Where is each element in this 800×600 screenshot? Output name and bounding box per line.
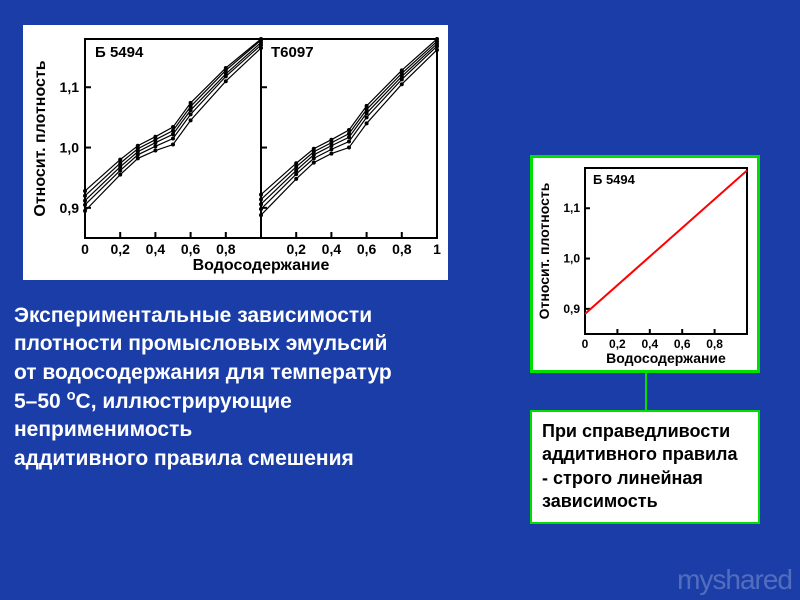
cap-l4-a: 5–50: [14, 390, 67, 413]
svg-text:1,0: 1,0: [563, 252, 580, 266]
svg-text:0,4: 0,4: [146, 241, 166, 257]
cap-l1: Экспериментальные зависимости: [14, 304, 372, 327]
svg-text:0,9: 0,9: [563, 302, 580, 316]
watermark: myshared: [677, 564, 792, 596]
rc-l2: аддитивного правила: [542, 444, 737, 464]
svg-text:0,4: 0,4: [641, 337, 658, 351]
svg-text:0,4: 0,4: [322, 241, 342, 257]
svg-text:0,6: 0,6: [674, 337, 691, 351]
rc-l3: строго линейная: [553, 468, 703, 488]
svg-text:Относит. плотность: Относит. плотность: [537, 182, 552, 319]
svg-text:Относит. плотность: Относит. плотность: [32, 60, 49, 216]
svg-text:Водосодержание: Водосодержание: [193, 257, 330, 274]
svg-text:0: 0: [81, 241, 89, 257]
svg-text:0,8: 0,8: [706, 337, 723, 351]
svg-text:Б 5494: Б 5494: [95, 44, 144, 61]
svg-text:Б 5494: Б 5494: [593, 172, 636, 187]
left-chart-svg: 0,9 1,0 1,1 Относит. плотность 0 0,2 0,2 0,4 0,4…: [29, 31, 442, 274]
cap-l3: от водосодержания для температур: [14, 361, 392, 384]
cap-l2: плотности промысловых эмульсий: [14, 332, 387, 355]
svg-text:Т6097: Т6097: [271, 44, 314, 61]
svg-text:0,6: 0,6: [357, 241, 377, 257]
right-caption-box: При справедливости аддитивного правила -…: [530, 410, 760, 524]
right-chart-svg: 0,9 1,0 1,1 Относит. плотность 0 0,2 0,4 0,6 0,8…: [537, 162, 753, 366]
svg-text:0,8: 0,8: [392, 241, 412, 257]
svg-text:1,0: 1,0: [60, 140, 80, 156]
left-chart-panel: 0,9 1,0 1,1 Относит. плотность 0 0,2 0,2 0,4 0,4…: [23, 25, 448, 280]
rc-l1: При справедливости: [542, 421, 730, 441]
rc-dash: -: [542, 468, 553, 488]
svg-text:0,2: 0,2: [110, 241, 130, 257]
cap-sup: о: [67, 388, 76, 404]
svg-text:0,6: 0,6: [181, 241, 201, 257]
svg-text:0: 0: [582, 337, 589, 351]
cap-l4-b: С, иллюстрирующие: [76, 390, 292, 413]
cap-l5: неприменимость: [14, 418, 192, 441]
svg-text:Водосодержание: Водосодержание: [606, 350, 726, 366]
svg-text:0,2: 0,2: [609, 337, 626, 351]
rc-l4: зависимость: [542, 491, 658, 511]
left-caption: Экспериментальные зависимости плотности …: [14, 302, 474, 473]
svg-text:0,2: 0,2: [286, 241, 306, 257]
svg-text:1,1: 1,1: [60, 79, 80, 95]
svg-text:0,9: 0,9: [60, 200, 80, 216]
cap-l6: аддитивного правила смешения: [14, 447, 354, 470]
svg-text:1: 1: [433, 241, 441, 257]
svg-text:0,8: 0,8: [216, 241, 236, 257]
right-chart-panel: 0,9 1,0 1,1 Относит. плотность 0 0,2 0,4 0,6 0,8…: [530, 155, 760, 373]
svg-text:1,1: 1,1: [563, 201, 580, 215]
connector-line: [645, 373, 647, 410]
